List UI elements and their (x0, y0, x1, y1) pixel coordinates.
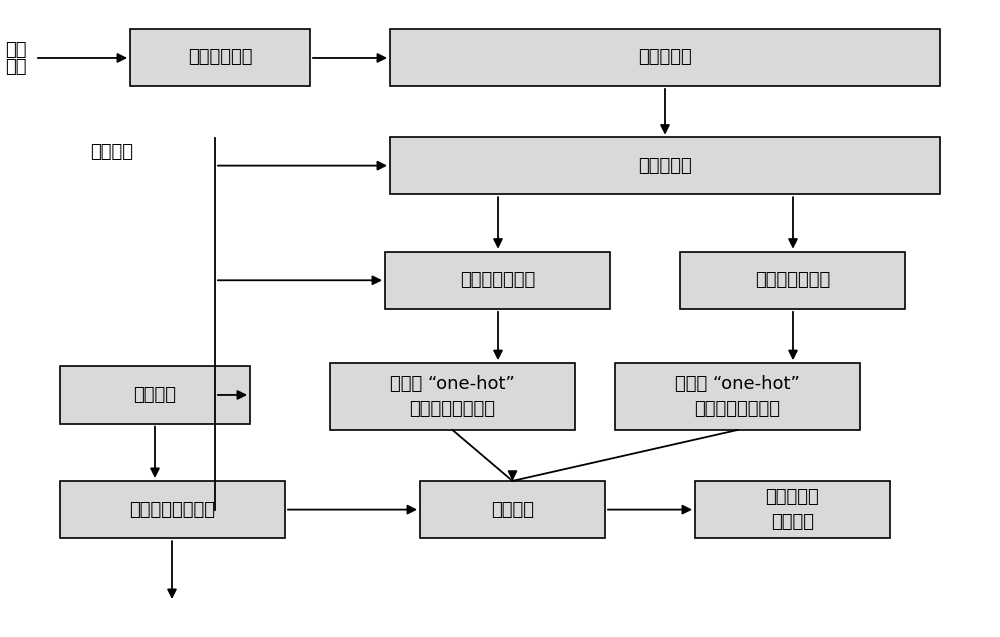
Text: 上升沿寻找电路: 上升沿寻找电路 (755, 271, 830, 289)
FancyBboxPatch shape (60, 481, 285, 538)
FancyBboxPatch shape (390, 137, 940, 194)
Text: 系统时钟: 系统时钟 (90, 143, 133, 161)
FancyBboxPatch shape (60, 366, 250, 424)
FancyBboxPatch shape (420, 481, 605, 538)
Text: 下降沿寻找电路: 下降沿寻找电路 (460, 271, 535, 289)
Text: 被测: 被测 (5, 41, 26, 59)
FancyBboxPatch shape (385, 252, 610, 309)
FancyBboxPatch shape (695, 481, 890, 538)
Text: 标定查找表
更新电路: 标定查找表 更新电路 (766, 488, 819, 531)
Text: 变化结果输出电路: 变化结果输出电路 (130, 501, 216, 519)
FancyBboxPatch shape (330, 363, 575, 430)
Text: 粗计数器: 粗计数器 (134, 386, 176, 404)
Text: 负脉冲发生器: 负脉冲发生器 (188, 48, 252, 66)
Text: 信号延迟链: 信号延迟链 (638, 48, 692, 66)
Text: 信号: 信号 (5, 58, 26, 76)
FancyBboxPatch shape (130, 29, 310, 86)
FancyBboxPatch shape (680, 252, 905, 309)
Text: 上升沿 “one-hot”
到二进制编码电路: 上升沿 “one-hot” 到二进制编码电路 (390, 375, 515, 418)
Text: 标定电路: 标定电路 (491, 501, 534, 519)
FancyBboxPatch shape (390, 29, 940, 86)
FancyBboxPatch shape (615, 363, 860, 430)
Text: 触发器阵列: 触发器阵列 (638, 157, 692, 175)
Text: 下降沿 “one-hot”
到二进制编码电路: 下降沿 “one-hot” 到二进制编码电路 (675, 375, 800, 418)
